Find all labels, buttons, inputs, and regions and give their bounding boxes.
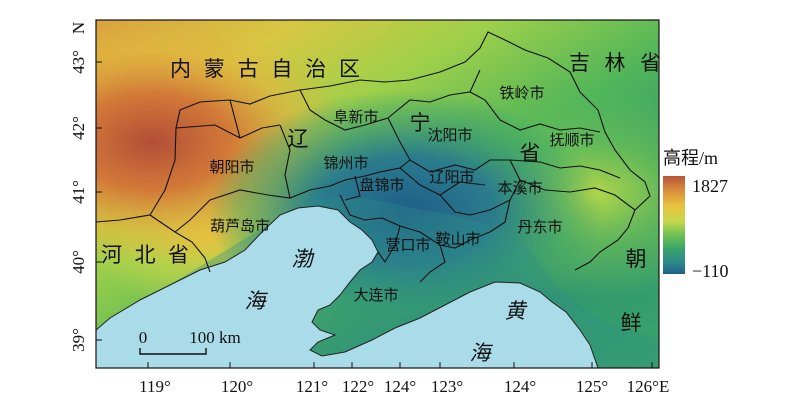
label-liao: 辽 <box>288 127 309 151</box>
y-axis-labels: 43° 42° 41° 40° 39° N <box>69 22 88 352</box>
legend-title: 高程/m <box>663 148 718 168</box>
city-huludao: 葫芦岛市 <box>210 217 270 235</box>
y-tick-41: 41° <box>69 180 88 204</box>
city-dalian: 大连市 <box>353 286 398 304</box>
city-fushun: 抚顺市 <box>549 131 594 149</box>
sea-area <box>96 205 599 368</box>
label-jilin: 吉林省 <box>569 51 661 75</box>
city-dandong: 丹东市 <box>517 218 562 236</box>
y-tick-40: 40° <box>69 250 88 274</box>
label-yellow-hai: 海 <box>470 341 494 365</box>
x-tick-121: 121° <box>296 377 328 396</box>
x-tick-122: 122° <box>342 377 374 396</box>
legend-max: 1827 <box>692 176 728 196</box>
boundaries <box>95 31 651 283</box>
x-tick-125: 125° <box>576 377 608 396</box>
scale-line <box>139 348 207 355</box>
city-jinzhou: 锦州市 <box>323 154 368 172</box>
scale-distance: 100 km <box>189 328 240 347</box>
city-yingkou: 营口市 <box>385 236 430 254</box>
city-shenyang: 沈阳市 <box>427 126 472 144</box>
label-chao: 朝 <box>626 247 647 271</box>
y-tick-43: 43° <box>69 50 88 74</box>
axis-ticks <box>96 61 653 368</box>
sea-labels: 渤 海 黄 海 <box>245 247 528 365</box>
x-axis-labels: 119° 120° 121° 122° 124° 123° 124° 125° … <box>139 377 669 396</box>
x-tick-124b: 124° <box>504 377 536 396</box>
terrain <box>96 20 659 368</box>
legend: 高程/m 1827 −110 <box>663 148 728 281</box>
city-labels: 铁岭市 阜新市 沈阳市 抚顺市 朝阳市 锦州市 盘锦市 辽阳市 本溪市 葫芦岛市… <box>209 84 594 304</box>
legend-min: −110 <box>692 261 728 281</box>
x-tick-126: 126°E <box>627 377 670 396</box>
label-hebei: 河北省 <box>101 243 189 267</box>
north-label: N <box>69 22 88 34</box>
x-tick-119: 119° <box>139 377 171 396</box>
city-tieling: 铁岭市 <box>499 84 544 102</box>
label-sheng: 省 <box>520 141 541 165</box>
label-ning: 宁 <box>410 111 431 135</box>
label-bo: 渤 <box>292 247 316 271</box>
city-benxi: 本溪市 <box>497 179 542 197</box>
scale-bar: 0 100 km <box>139 328 241 355</box>
scale-zero: 0 <box>139 328 148 347</box>
y-tick-39: 39° <box>69 328 88 352</box>
label-bohai-hai: 海 <box>245 289 269 313</box>
city-panjin: 盘锦市 <box>359 176 404 194</box>
label-xian: 鲜 <box>621 311 642 335</box>
map-frame <box>95 19 660 369</box>
x-tick-120: 120° <box>221 377 253 396</box>
city-anshan: 鞍山市 <box>435 230 480 248</box>
city-liaoyang: 辽阳市 <box>429 168 474 186</box>
x-tick-123: 123° <box>431 377 463 396</box>
y-tick-42: 42° <box>69 116 88 140</box>
x-tick-124a: 124° <box>384 377 416 396</box>
city-fuxin: 阜新市 <box>333 108 378 126</box>
label-huang: 黄 <box>505 299 528 323</box>
legend-colorbar <box>663 176 685 274</box>
city-chaoyang: 朝阳市 <box>209 158 254 176</box>
